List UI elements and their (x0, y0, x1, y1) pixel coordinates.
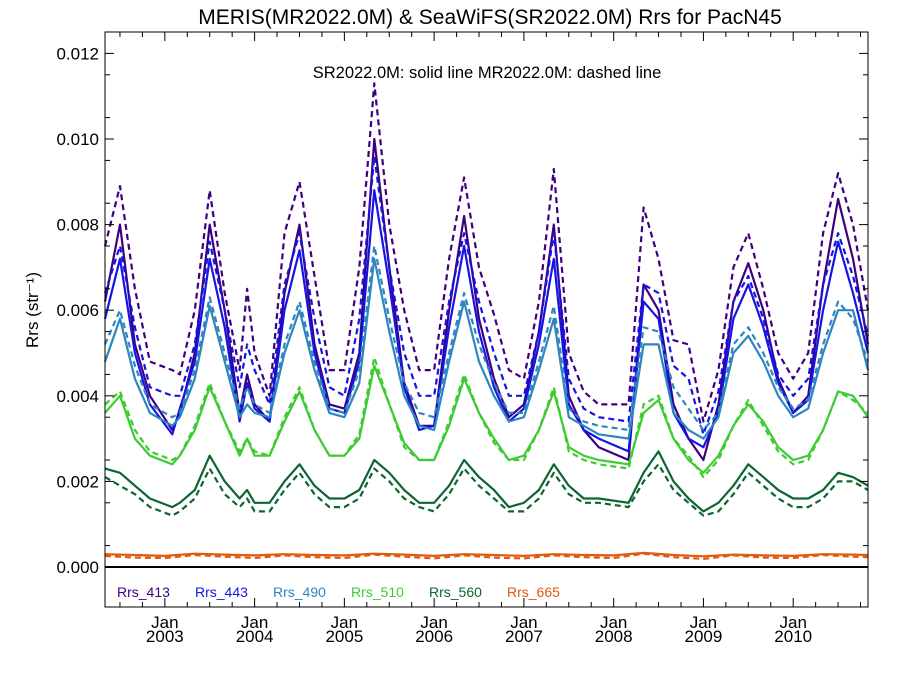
series-rrs-443-solid (103, 189, 870, 453)
series-rrs-510-solid (104, 364, 869, 474)
legend-item-rrs-560: Rrs_560 (429, 584, 482, 600)
series-rrs-443-dashed (103, 155, 870, 436)
x-tick-year-label: 2005 (325, 627, 363, 646)
x-tick-month-label: Jan (151, 613, 178, 632)
x-tick-month-label: Jan (331, 613, 358, 632)
legend-item-rrs-490: Rrs_490 (273, 584, 326, 600)
x-tick-year-label: 2007 (505, 627, 543, 646)
series-rrs-510-dashed (104, 356, 869, 479)
x-tick-month-label: Jan (241, 613, 268, 632)
series-rrs-490-dashed (103, 244, 870, 432)
y-tick-label: 0.012 (56, 44, 99, 63)
y-axis-label: Rrs (str⁻¹) (23, 272, 42, 348)
legend-item-rrs-413: Rrs_413 (117, 584, 170, 600)
x-tick-year-label: 2003 (146, 627, 184, 646)
line-style-annotation: SR2022.0M: solid line MR2022.0M: dashed … (313, 64, 662, 82)
series-rrs-413-dashed (103, 82, 870, 423)
x-tick-year-label: 2008 (595, 627, 633, 646)
x-tick-month-label: Jan (690, 613, 717, 632)
legend: Rrs_413 Rrs_443 Rrs_490 Rrs_510 Rrs_560 Rrs_6… (117, 584, 560, 600)
series-rrs-560-dashed (104, 463, 869, 517)
plot-frame (104, 31, 869, 608)
y-tick-label: 0.002 (56, 472, 99, 491)
x-tick-month-label: Jan (420, 613, 447, 632)
y-axis: 0.000 0.002 0.004 0.006 0.008 0.010 0.012 (56, 44, 868, 577)
x-tick-month-label: Jan (510, 613, 537, 632)
series-layer (103, 82, 870, 561)
x-tick-month-label: Jan (779, 613, 806, 632)
y-tick-label: 0.000 (56, 558, 99, 577)
series-rrs-665-solid (104, 551, 869, 558)
chart-title: MERIS(MR2022.0M) & SeaWiFS(SR2022.0M) Rr… (198, 6, 782, 29)
legend-item-rrs-443: Rrs_443 (195, 584, 248, 600)
x-tick-year-label: 2010 (774, 627, 812, 646)
x-tick-year-label: 2004 (236, 627, 274, 646)
x-axis: Jan2003Jan2004Jan2005Jan2006Jan2007Jan20… (119, 32, 862, 646)
y-tick-label: 0.010 (56, 130, 99, 149)
series-rrs-665-dashed (104, 552, 869, 561)
y-tick-label: 0.006 (56, 301, 99, 320)
legend-item-rrs-510: Rrs_510 (351, 584, 404, 600)
y-tick-label: 0.004 (56, 387, 99, 406)
series-rrs-490-solid (103, 257, 870, 440)
series-rrs-560-solid (104, 450, 869, 513)
y-tick-label: 0.008 (56, 216, 99, 235)
x-tick-year-label: 2006 (415, 627, 453, 646)
x-tick-month-label: Jan (600, 613, 627, 632)
x-tick-year-label: 2009 (685, 627, 723, 646)
series-rrs-413-solid (103, 137, 870, 462)
legend-item-rrs-665: Rrs_665 (507, 584, 560, 600)
